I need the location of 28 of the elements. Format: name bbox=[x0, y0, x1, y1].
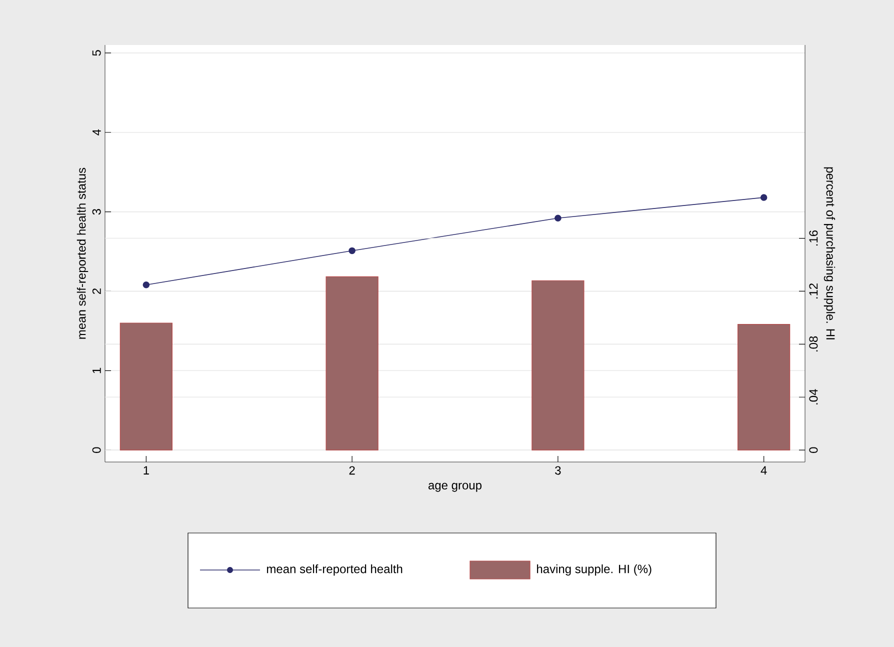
y2-tick-label: .04 bbox=[809, 389, 818, 404]
x-tick-label: 4 bbox=[760, 466, 767, 474]
point bbox=[554, 214, 562, 222]
y2-tick-label: .08 bbox=[809, 336, 818, 352]
y2-axis-title: percent of purchasing supple. HI bbox=[824, 167, 836, 340]
y-tick-label: 5 bbox=[92, 50, 101, 56]
bar bbox=[326, 276, 378, 450]
y-axis-title: mean self-reported health status bbox=[76, 168, 88, 339]
y-tick-label: 3 bbox=[92, 208, 101, 215]
x-tick-label: 2 bbox=[349, 466, 355, 475]
y-tick-label: 1 bbox=[92, 368, 101, 374]
legend-label: mean self-reported health bbox=[267, 564, 402, 576]
y-tick-label: 2 bbox=[92, 288, 101, 294]
point bbox=[760, 194, 768, 201]
bar bbox=[120, 322, 172, 450]
bar bbox=[738, 324, 790, 450]
y2-tick-label: 0 bbox=[809, 447, 818, 453]
x-tick-label: 1 bbox=[144, 466, 149, 474]
y2-tick-label: .16 bbox=[809, 230, 818, 246]
y2-tick-label: .12 bbox=[809, 283, 818, 298]
y-tick-label: 0 bbox=[92, 447, 101, 453]
y-tick-label: 4 bbox=[92, 129, 101, 136]
bar bbox=[532, 280, 584, 450]
x-axis-title: age group bbox=[428, 482, 482, 492]
x-tick-label: 3 bbox=[555, 466, 561, 475]
legend-label: having supple. HI (%) bbox=[537, 564, 652, 576]
point bbox=[348, 247, 356, 254]
point bbox=[142, 281, 150, 288]
